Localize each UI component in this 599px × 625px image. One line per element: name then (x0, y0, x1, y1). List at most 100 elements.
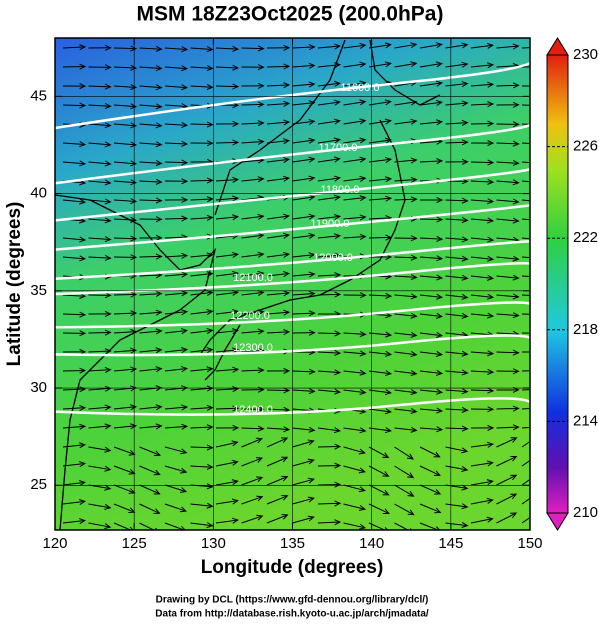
wind-arrow (190, 368, 213, 372)
wind-arrow-head (283, 82, 291, 89)
wind-arrow-head (231, 517, 239, 524)
wind-arrow-head (79, 198, 87, 205)
wind-arrow (139, 503, 160, 514)
wind-arrow (164, 123, 187, 126)
wind-arrow-head (130, 254, 138, 261)
wind-arrow-head (231, 459, 239, 466)
wind-arrow-head (283, 387, 291, 394)
wind-arrow-head (461, 388, 469, 395)
wind-arrow (343, 44, 366, 49)
wind-arrow-head (104, 523, 112, 530)
wind-arrow (215, 141, 239, 144)
wind-arrow (317, 370, 340, 374)
wind-arrow-head (487, 178, 495, 185)
wind-arrow (215, 291, 238, 296)
wind-arrow (496, 161, 519, 164)
wind-arrow (190, 217, 213, 220)
wind-arrow (419, 446, 440, 458)
wind-arrow (164, 406, 187, 410)
wind-arrow-head (79, 367, 87, 374)
wind-arrow (190, 387, 213, 391)
wind-arrow (496, 275, 519, 279)
wind-arrow (292, 46, 315, 49)
wind-arrow (521, 459, 530, 467)
wind-arrow (419, 427, 442, 431)
wind-arrow (113, 161, 136, 165)
wind-arrow (113, 237, 137, 240)
wind-arrow-head (308, 310, 316, 317)
wind-arrow-head (487, 140, 495, 147)
wind-arrow (266, 253, 289, 258)
wind-arrow (445, 465, 468, 471)
wind-arrow-head (461, 42, 469, 49)
wind-arrow (139, 199, 162, 202)
wind-arrow-head (130, 64, 138, 71)
wind-arrow (241, 438, 263, 448)
wind-arrow-head (181, 140, 189, 147)
wind-arrow (266, 177, 289, 182)
wind-arrow-head (512, 121, 520, 128)
wind-arrow-head (130, 103, 138, 110)
wind-arrow-head (461, 521, 469, 528)
wind-arrow (521, 478, 530, 486)
wind-arrow (241, 47, 264, 50)
wind-arrow-head (308, 81, 316, 88)
wind-arrow-head (153, 469, 161, 476)
y-tick-label: 35 (30, 282, 47, 299)
wind-arrow-head (385, 331, 393, 338)
wind-arrow (88, 85, 111, 88)
wind-arrow (470, 480, 493, 486)
wind-arrow (394, 427, 417, 431)
wind-arrow-head (436, 388, 444, 395)
wind-arrow (496, 407, 519, 410)
wind-arrow (394, 408, 417, 413)
wind-arrow-head (130, 122, 138, 129)
wind-arrow (394, 370, 417, 375)
wind-arrow (190, 291, 213, 296)
wind-arrow-head (333, 99, 341, 106)
wind-arrow (419, 256, 442, 260)
wind-arrow-head (130, 216, 138, 223)
wind-arrow-head (487, 159, 495, 166)
wind-arrow-head (180, 448, 188, 455)
wind-arrow-head (382, 508, 390, 515)
wind-arrow (317, 254, 340, 258)
wind-arrow-head (104, 44, 112, 51)
wind-arrow-head (410, 331, 418, 338)
wind-arrow (292, 370, 315, 373)
wind-arrow (368, 446, 389, 458)
wind-arrow (215, 441, 238, 448)
wind-arrow-head (461, 274, 469, 281)
wind-arrow-head (283, 100, 291, 107)
wind-arrow-head (538, 218, 544, 223)
wind-arrow (164, 311, 187, 315)
wind-arrow-head (407, 472, 415, 479)
wind-arrow-head (308, 271, 316, 278)
wind-arrow (139, 66, 162, 69)
wind-arrow-head (435, 351, 444, 358)
wind-arrow-head (538, 275, 544, 280)
wind-arrow (394, 389, 417, 394)
wind-arrow-head (385, 176, 393, 183)
wind-arrow-head (307, 458, 315, 465)
wind-arrow (317, 177, 340, 182)
wind-arrow (368, 139, 391, 144)
wind-arrow (266, 215, 289, 220)
wind-arrow (470, 294, 493, 298)
wind-arrow-head (384, 99, 392, 106)
wind-arrow-head (308, 426, 316, 433)
wind-arrow-head (206, 290, 214, 297)
wind-arrow-head (308, 175, 316, 182)
wind-arrow (419, 237, 442, 240)
wind-arrow (445, 503, 468, 508)
wind-arrow-head (206, 252, 214, 259)
wind-arrow (88, 484, 111, 490)
wind-arrow (139, 368, 162, 372)
wind-arrow-head (179, 487, 188, 493)
wind-arrow-head (206, 65, 214, 72)
wind-arrow-head (283, 309, 291, 316)
wind-arrow-head (461, 217, 469, 224)
wind-arrow-head (436, 407, 444, 414)
wind-arrow-head (461, 425, 469, 432)
wind-arrow-head (538, 424, 544, 429)
